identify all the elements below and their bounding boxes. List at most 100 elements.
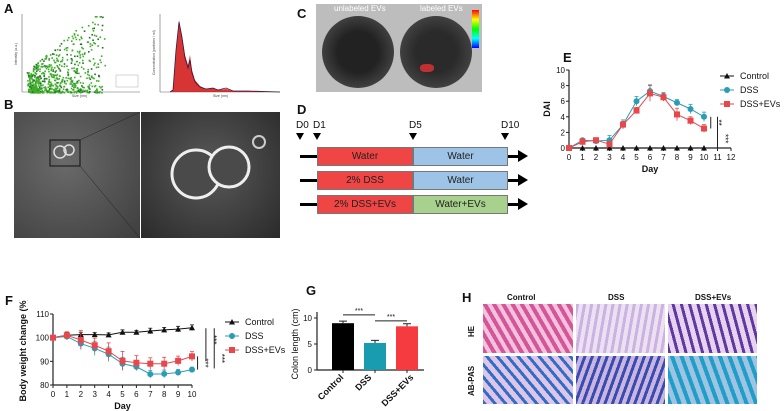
scatter-point xyxy=(55,87,58,90)
scatter-point xyxy=(62,76,65,79)
scatter-point xyxy=(74,83,77,86)
scatter-point xyxy=(33,65,35,68)
ivis-plate-photo: unlabeled EVs labeled EVs xyxy=(316,4,482,92)
scatter-point xyxy=(30,74,32,77)
scatter-point xyxy=(71,81,74,83)
scatter-point xyxy=(43,73,46,75)
scatter-point xyxy=(56,82,58,84)
scatter-point xyxy=(34,76,36,78)
scatter-point xyxy=(54,87,57,90)
scatter-point xyxy=(76,55,79,58)
scatter-point xyxy=(58,75,61,77)
data-point xyxy=(660,145,667,151)
scatter-point xyxy=(31,76,33,78)
panel-label-g: G xyxy=(306,283,317,298)
scatter-point xyxy=(75,29,77,32)
x-axis-label: Day xyxy=(642,164,659,174)
histology-abpas-dss xyxy=(576,356,665,404)
col-header-dss-evs: DSS+EVs xyxy=(695,293,732,302)
scatter-point xyxy=(33,88,36,91)
scatter-point xyxy=(73,34,76,36)
scatter-point xyxy=(35,91,38,94)
scatter-point xyxy=(100,61,102,64)
scatter-point xyxy=(71,58,73,61)
scatter-point xyxy=(52,84,54,87)
scatter-point xyxy=(55,70,58,72)
series-dss-evs xyxy=(50,330,195,371)
scatter-point xyxy=(37,88,40,91)
scatter-point xyxy=(27,83,30,85)
scatter-point xyxy=(86,89,89,92)
scatter-point xyxy=(63,82,66,84)
scatter-point xyxy=(46,65,48,68)
scatter-point xyxy=(39,76,41,78)
scatter-point xyxy=(77,34,79,37)
scatter-point xyxy=(81,91,84,93)
scatter-point xyxy=(33,74,36,77)
scatter-point xyxy=(50,64,52,66)
data-point xyxy=(161,370,168,377)
scatter-point xyxy=(87,71,89,73)
scatter-point xyxy=(61,65,63,67)
scatter-point xyxy=(69,83,72,85)
scatter-point xyxy=(31,84,34,87)
scatter-point xyxy=(37,83,40,85)
well-unlabeled xyxy=(322,16,394,88)
scatter-point xyxy=(74,36,77,39)
significance-label: ** xyxy=(714,120,723,126)
scatter-point xyxy=(98,91,101,94)
scatter-point xyxy=(61,60,63,63)
legend-label: Control xyxy=(740,71,769,81)
significance-label: *** xyxy=(217,354,226,363)
scatter-point xyxy=(101,88,104,91)
scatter-point xyxy=(34,81,37,83)
scatter-point xyxy=(76,70,79,72)
scatter-point xyxy=(43,79,46,81)
scatter-point xyxy=(35,70,38,72)
scatter-point xyxy=(48,70,50,73)
scatter-point xyxy=(63,91,66,94)
scatter-point xyxy=(87,51,90,53)
scatter-point xyxy=(73,84,75,87)
scatter-point xyxy=(28,72,30,74)
scatter-point xyxy=(40,83,42,85)
scatter-point xyxy=(97,23,99,26)
scatter-point xyxy=(34,84,37,86)
fluorescence-signal xyxy=(420,64,434,72)
day-marker-icon xyxy=(296,133,304,140)
panel-label-c: C xyxy=(297,6,307,21)
scatter-point xyxy=(47,83,50,85)
scatter-point xyxy=(34,66,36,69)
scatter-point xyxy=(87,25,90,27)
scatter-point xyxy=(52,76,54,78)
scatter-point xyxy=(45,58,47,60)
scatter-point xyxy=(75,82,78,84)
scatter-point xyxy=(52,70,54,72)
data-point xyxy=(687,145,694,151)
chart-body-weight: 80 90 100 110 0 1 2 3 4 5 6 7 8 9 10 Day Body weight cha… xyxy=(18,300,285,411)
scatter-point xyxy=(96,88,98,90)
scatter-point xyxy=(51,57,53,59)
x-tick-label: 2 xyxy=(594,153,599,162)
scatter-point xyxy=(88,77,91,79)
scatter-point xyxy=(60,43,63,45)
scatter-point xyxy=(88,84,91,86)
scatter-point xyxy=(35,89,37,92)
data-point xyxy=(593,145,599,151)
scatter-point xyxy=(66,88,68,91)
data-point xyxy=(105,331,112,338)
scatter-point xyxy=(33,90,36,93)
scatter-point xyxy=(50,84,52,87)
y-tick-label: 5 xyxy=(308,340,313,349)
scatter-point xyxy=(93,42,95,44)
data-point xyxy=(660,94,667,101)
scatter-point xyxy=(90,49,93,51)
scatter-point xyxy=(66,53,68,56)
x-tick-label: 7 xyxy=(148,390,153,399)
scatter-point xyxy=(67,90,69,93)
scatter-point xyxy=(94,23,96,26)
scatter-point xyxy=(48,91,51,94)
scatter-point xyxy=(92,58,95,60)
scatter-point xyxy=(55,54,58,56)
